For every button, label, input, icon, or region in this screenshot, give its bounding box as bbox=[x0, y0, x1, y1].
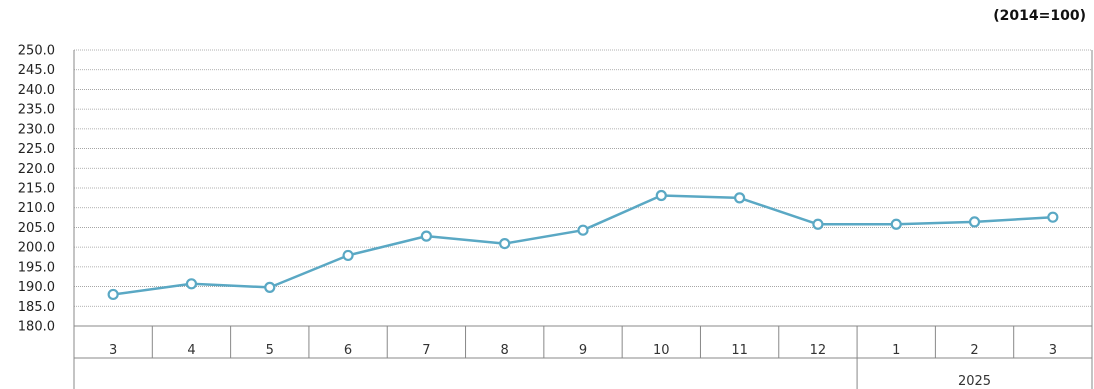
y-tick-label: 250.0 bbox=[18, 44, 55, 59]
x-tick-label: 11 bbox=[731, 343, 748, 358]
data-point-marker bbox=[107, 288, 119, 301]
x-tick-label: 10 bbox=[653, 343, 670, 358]
data-point-marker bbox=[577, 224, 589, 236]
x-tick-label: 1 bbox=[892, 343, 900, 358]
x-tick-label: 7 bbox=[422, 343, 430, 358]
data-point-marker bbox=[812, 218, 824, 230]
data-point-marker bbox=[420, 230, 432, 242]
x-tick-label: 3 bbox=[1049, 343, 1057, 358]
y-tick-label: 205.0 bbox=[18, 221, 55, 236]
data-point-marker bbox=[264, 281, 276, 293]
data-point-marker bbox=[499, 237, 511, 250]
y-tick-label: 200.0 bbox=[18, 241, 55, 256]
x-tick-label: 4 bbox=[187, 343, 195, 358]
data-point-marker bbox=[890, 218, 902, 230]
y-tick-label: 210.0 bbox=[18, 201, 55, 216]
y-tick-label: 240.0 bbox=[18, 83, 55, 98]
x-tick-label: 5 bbox=[266, 343, 274, 358]
y-tick-label: 220.0 bbox=[18, 162, 55, 177]
x-tick-label: 12 bbox=[810, 343, 827, 358]
unit-label: (2014=100) bbox=[993, 8, 1086, 24]
data-point-marker bbox=[342, 249, 354, 262]
data-point-marker bbox=[1047, 211, 1059, 223]
year-group-label: 2025 bbox=[958, 374, 991, 389]
y-tick-label: 230.0 bbox=[18, 122, 55, 137]
y-tick-label: 190.0 bbox=[18, 280, 55, 295]
data-point-marker bbox=[968, 216, 981, 228]
y-tick-label: 245.0 bbox=[18, 63, 55, 78]
data-point-marker bbox=[185, 278, 198, 290]
x-tick-label: 9 bbox=[579, 343, 587, 358]
data-point-marker bbox=[655, 189, 667, 202]
y-tick-label: 180.0 bbox=[18, 320, 55, 335]
y-tick-label: 225.0 bbox=[18, 142, 55, 157]
x-tick-label: 6 bbox=[344, 343, 352, 358]
series-line bbox=[113, 194, 1053, 296]
x-tick-label: 8 bbox=[501, 343, 509, 358]
data-point-marker bbox=[734, 192, 746, 204]
y-tick-label: 195.0 bbox=[18, 260, 55, 275]
x-tick-label: 2 bbox=[970, 343, 978, 358]
y-tick-label: 235.0 bbox=[18, 103, 55, 118]
series-line-group bbox=[107, 189, 1059, 301]
y-axis-ticks: 180.0 185.0 190.0 195.0 200.0 205.0 210.0 215.0… bbox=[18, 44, 75, 389]
x-tick-label: 3 bbox=[109, 343, 117, 358]
y-tick-label: 215.0 bbox=[18, 182, 55, 197]
y-tick-label: 185.0 bbox=[18, 300, 55, 315]
